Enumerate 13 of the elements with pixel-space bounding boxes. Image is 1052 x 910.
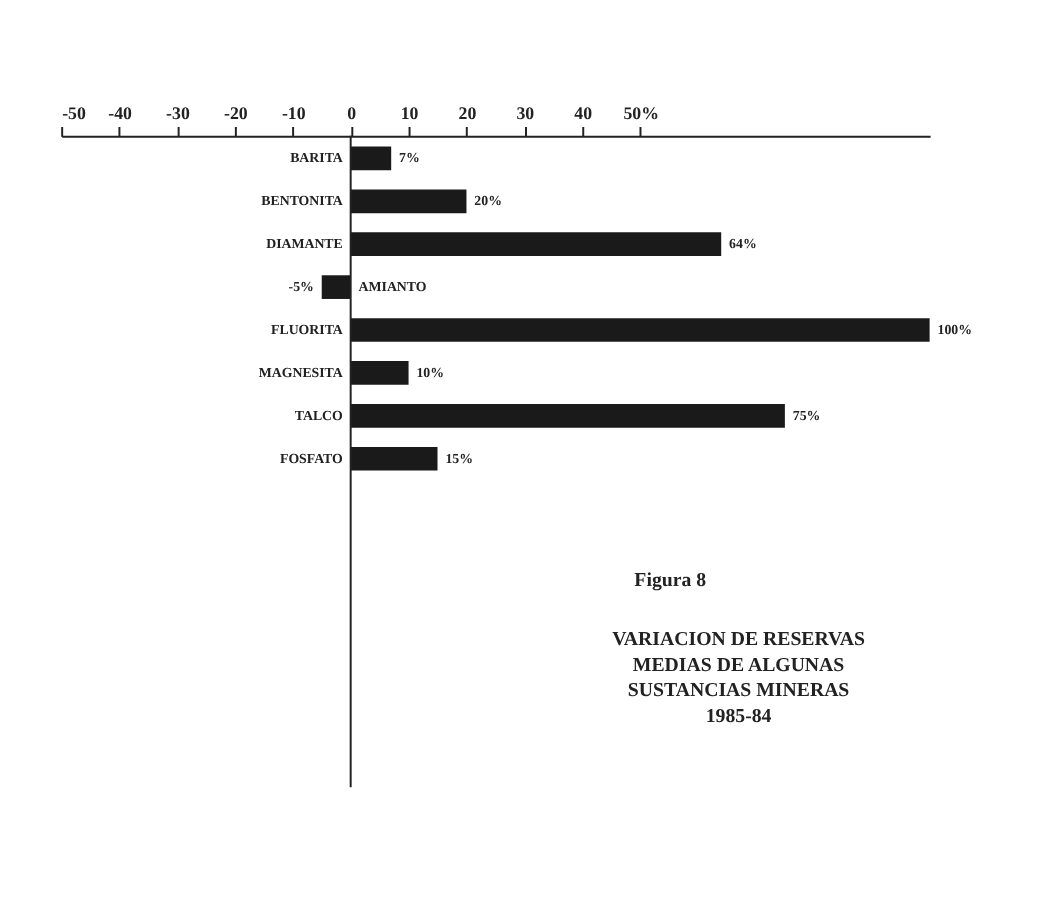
x-tick-label: -10 [281,103,307,124]
x-tick-label: 0 [347,103,358,124]
x-tick-label: -20 [224,103,249,124]
text: VARIACION DE RESERVAS MEDIAS DE ALGUNAS SUSTANCIAS MINERAS 1985-84 [612,629,866,729]
x-tick-label: 20 [458,103,478,124]
x-tick-label: -40 [108,103,134,124]
text: Figura 8 [634,569,707,592]
x-tick-label: 30 [516,103,536,124]
x-tick-label: -30 [166,103,191,124]
x-tick-label: 50% [623,103,660,124]
x-tick-label: 10 [400,103,420,124]
x-tick-label: 40 [574,103,594,124]
x-tick-label: -50 [62,103,87,124]
